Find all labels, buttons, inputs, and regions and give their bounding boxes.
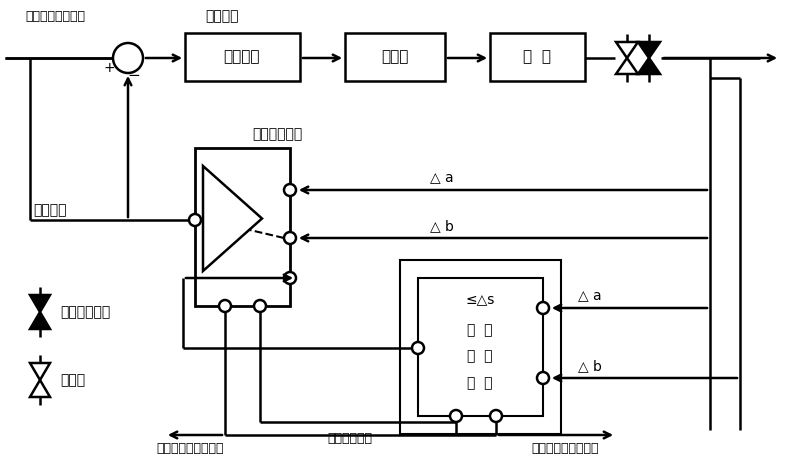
Text: 辊  缝: 辊 缝: [523, 49, 551, 64]
Circle shape: [284, 232, 296, 244]
Text: −: −: [128, 69, 140, 84]
Text: 液压缸: 液压缸: [382, 49, 409, 64]
Bar: [418, 278, 543, 416]
Text: 诊  断: 诊 断: [467, 349, 493, 363]
Bar: [345, 33, 445, 81]
Polygon shape: [30, 295, 50, 312]
Text: 多功能凸度仪: 多功能凸度仪: [60, 305, 110, 319]
Circle shape: [113, 43, 143, 73]
Circle shape: [537, 302, 549, 314]
Bar: [400, 260, 561, 434]
Text: 凸度仪厚度信号报警: 凸度仪厚度信号报警: [156, 442, 224, 456]
Circle shape: [189, 214, 201, 226]
Text: 偏差修正: 偏差修正: [206, 9, 238, 23]
Text: 伺服系统: 伺服系统: [224, 49, 260, 64]
Circle shape: [450, 410, 462, 422]
Polygon shape: [616, 42, 638, 58]
Text: 测厚仪厚度信号报警: 测厚仪厚度信号报警: [531, 442, 598, 456]
Polygon shape: [638, 58, 660, 74]
Text: 目标厚度偏差设定: 目标厚度偏差设定: [25, 10, 85, 22]
Polygon shape: [616, 58, 638, 74]
Circle shape: [254, 300, 266, 312]
Polygon shape: [30, 380, 50, 397]
Text: 选择触发指令: 选择触发指令: [327, 431, 373, 445]
Circle shape: [219, 300, 231, 312]
Polygon shape: [203, 166, 262, 271]
Text: 故  障: 故 障: [467, 323, 493, 337]
Text: △ a: △ a: [430, 171, 454, 185]
Circle shape: [284, 272, 296, 284]
Bar: [185, 33, 300, 81]
Bar: [195, 148, 290, 306]
Text: 模  块: 模 块: [467, 376, 493, 390]
Text: △ b: △ b: [430, 219, 454, 233]
Text: △ b: △ b: [578, 359, 602, 373]
Circle shape: [412, 342, 424, 354]
Circle shape: [490, 410, 502, 422]
Polygon shape: [30, 312, 50, 329]
Polygon shape: [30, 363, 50, 380]
Polygon shape: [638, 42, 660, 58]
Text: △ a: △ a: [578, 289, 602, 303]
Circle shape: [537, 372, 549, 384]
Text: 信号选择模块: 信号选择模块: [252, 127, 302, 141]
Bar: [490, 33, 585, 81]
Text: ≤△s: ≤△s: [466, 293, 494, 307]
Circle shape: [284, 184, 296, 196]
Text: 实测偏差: 实测偏差: [34, 203, 66, 217]
Text: 测厚仪: 测厚仪: [60, 373, 85, 387]
Text: +: +: [103, 61, 115, 75]
